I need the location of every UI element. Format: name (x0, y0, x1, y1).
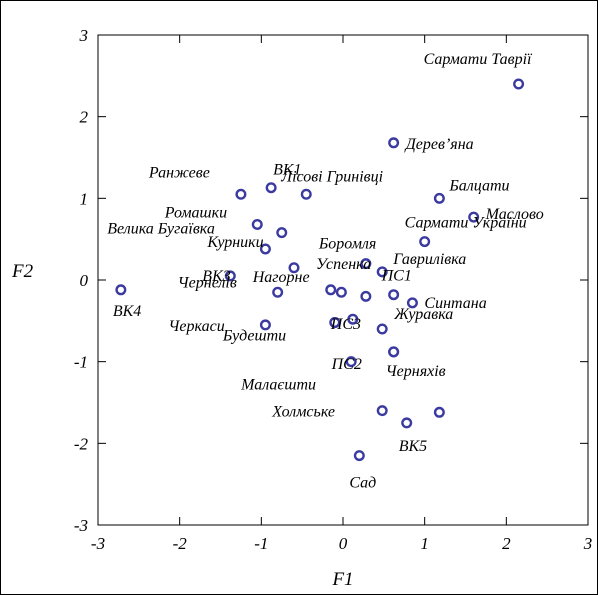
point-label: Велика Бугаївка (107, 220, 215, 237)
x-tick-label: 0 (339, 534, 348, 553)
data-point (329, 316, 341, 328)
data-point (251, 218, 263, 230)
data-point (388, 137, 400, 149)
data-point (513, 78, 525, 90)
point-label: ПС1 (381, 268, 412, 285)
data-point (347, 313, 359, 325)
data-point (388, 346, 400, 358)
point-label: Ромашки (164, 205, 227, 222)
point-label: ВК1 (273, 162, 301, 179)
y-tick-label: 2 (80, 108, 89, 127)
point-label: Маслово (485, 206, 544, 223)
point-label: ПС2 (331, 356, 362, 373)
data-point (401, 417, 413, 429)
point-label: ВК4 (113, 303, 141, 320)
data-point (419, 236, 431, 248)
data-point (376, 405, 388, 417)
data-point (259, 319, 271, 331)
plot-area (97, 34, 589, 526)
x-axis-label: F1 (331, 569, 353, 590)
point-label: ВК5 (399, 438, 427, 455)
point-label: Дерев’яна (404, 136, 474, 153)
point-label: Боромля (318, 236, 376, 253)
data-point (288, 262, 300, 274)
y-axis-label: F2 (11, 261, 34, 282)
data-point (224, 270, 236, 282)
point-label: Чернелів (178, 274, 237, 291)
data-point (335, 286, 347, 298)
point-label: Холмське (271, 404, 335, 421)
data-point (433, 192, 445, 204)
point-label: Сад (349, 475, 376, 492)
point-label: Черкаси (168, 318, 224, 335)
data-point (433, 406, 445, 418)
data-points (115, 78, 525, 462)
point-label: ПС3 (330, 316, 361, 333)
data-point (345, 356, 357, 368)
point-label: Успенка (316, 256, 371, 273)
point-label: Курники (206, 234, 263, 251)
data-point (272, 286, 284, 298)
data-point (235, 188, 247, 200)
data-point (259, 243, 271, 255)
x-tick-label: -1 (254, 534, 268, 553)
x-tick-label: 3 (583, 534, 593, 553)
y-tick-label: 1 (80, 189, 89, 208)
data-point (360, 290, 372, 302)
point-label: ВК3 (202, 268, 230, 285)
point-label: Сармати України (405, 215, 527, 232)
point-label: Синтана (424, 295, 486, 312)
y-tick-label: -1 (74, 353, 88, 372)
y-tick-label: -3 (74, 516, 88, 535)
y-tick-label: -2 (74, 434, 89, 453)
point-label: Балцати (448, 177, 509, 194)
data-point (376, 323, 388, 335)
point-label: Гаврилівка (392, 251, 466, 268)
data-point (388, 289, 400, 301)
point-label: Нагорне (252, 269, 310, 286)
y-tick-label: 3 (79, 26, 89, 45)
axis-ticks (97, 34, 589, 526)
x-tick-label: 2 (502, 534, 511, 553)
data-point (468, 211, 480, 223)
data-point (300, 188, 312, 200)
point-label: Ранжеве (148, 164, 210, 181)
data-point (406, 297, 418, 309)
data-point (360, 258, 372, 270)
point-label: Журавка (393, 306, 453, 323)
point-label: Черняхів (386, 363, 446, 380)
data-point (265, 182, 277, 194)
point-label: Будешти (222, 327, 286, 344)
y-tick-label: 0 (80, 271, 89, 290)
x-tick-label: -3 (91, 534, 105, 553)
data-point (115, 284, 127, 296)
data-point (376, 266, 388, 278)
point-label: Сармати Таврії (424, 51, 533, 68)
data-point (276, 227, 288, 239)
x-tick-label: -2 (173, 534, 188, 553)
data-point (353, 450, 365, 462)
x-tick-label: 1 (420, 534, 429, 553)
point-label: Малаєшти (240, 377, 316, 394)
point-label: Лісові Гринівці (280, 168, 383, 185)
tick-labels: -3 -2 -1 0 1 2 3 -3 -2 -1 0 1 2 3 (74, 26, 592, 553)
data-point (325, 284, 337, 296)
